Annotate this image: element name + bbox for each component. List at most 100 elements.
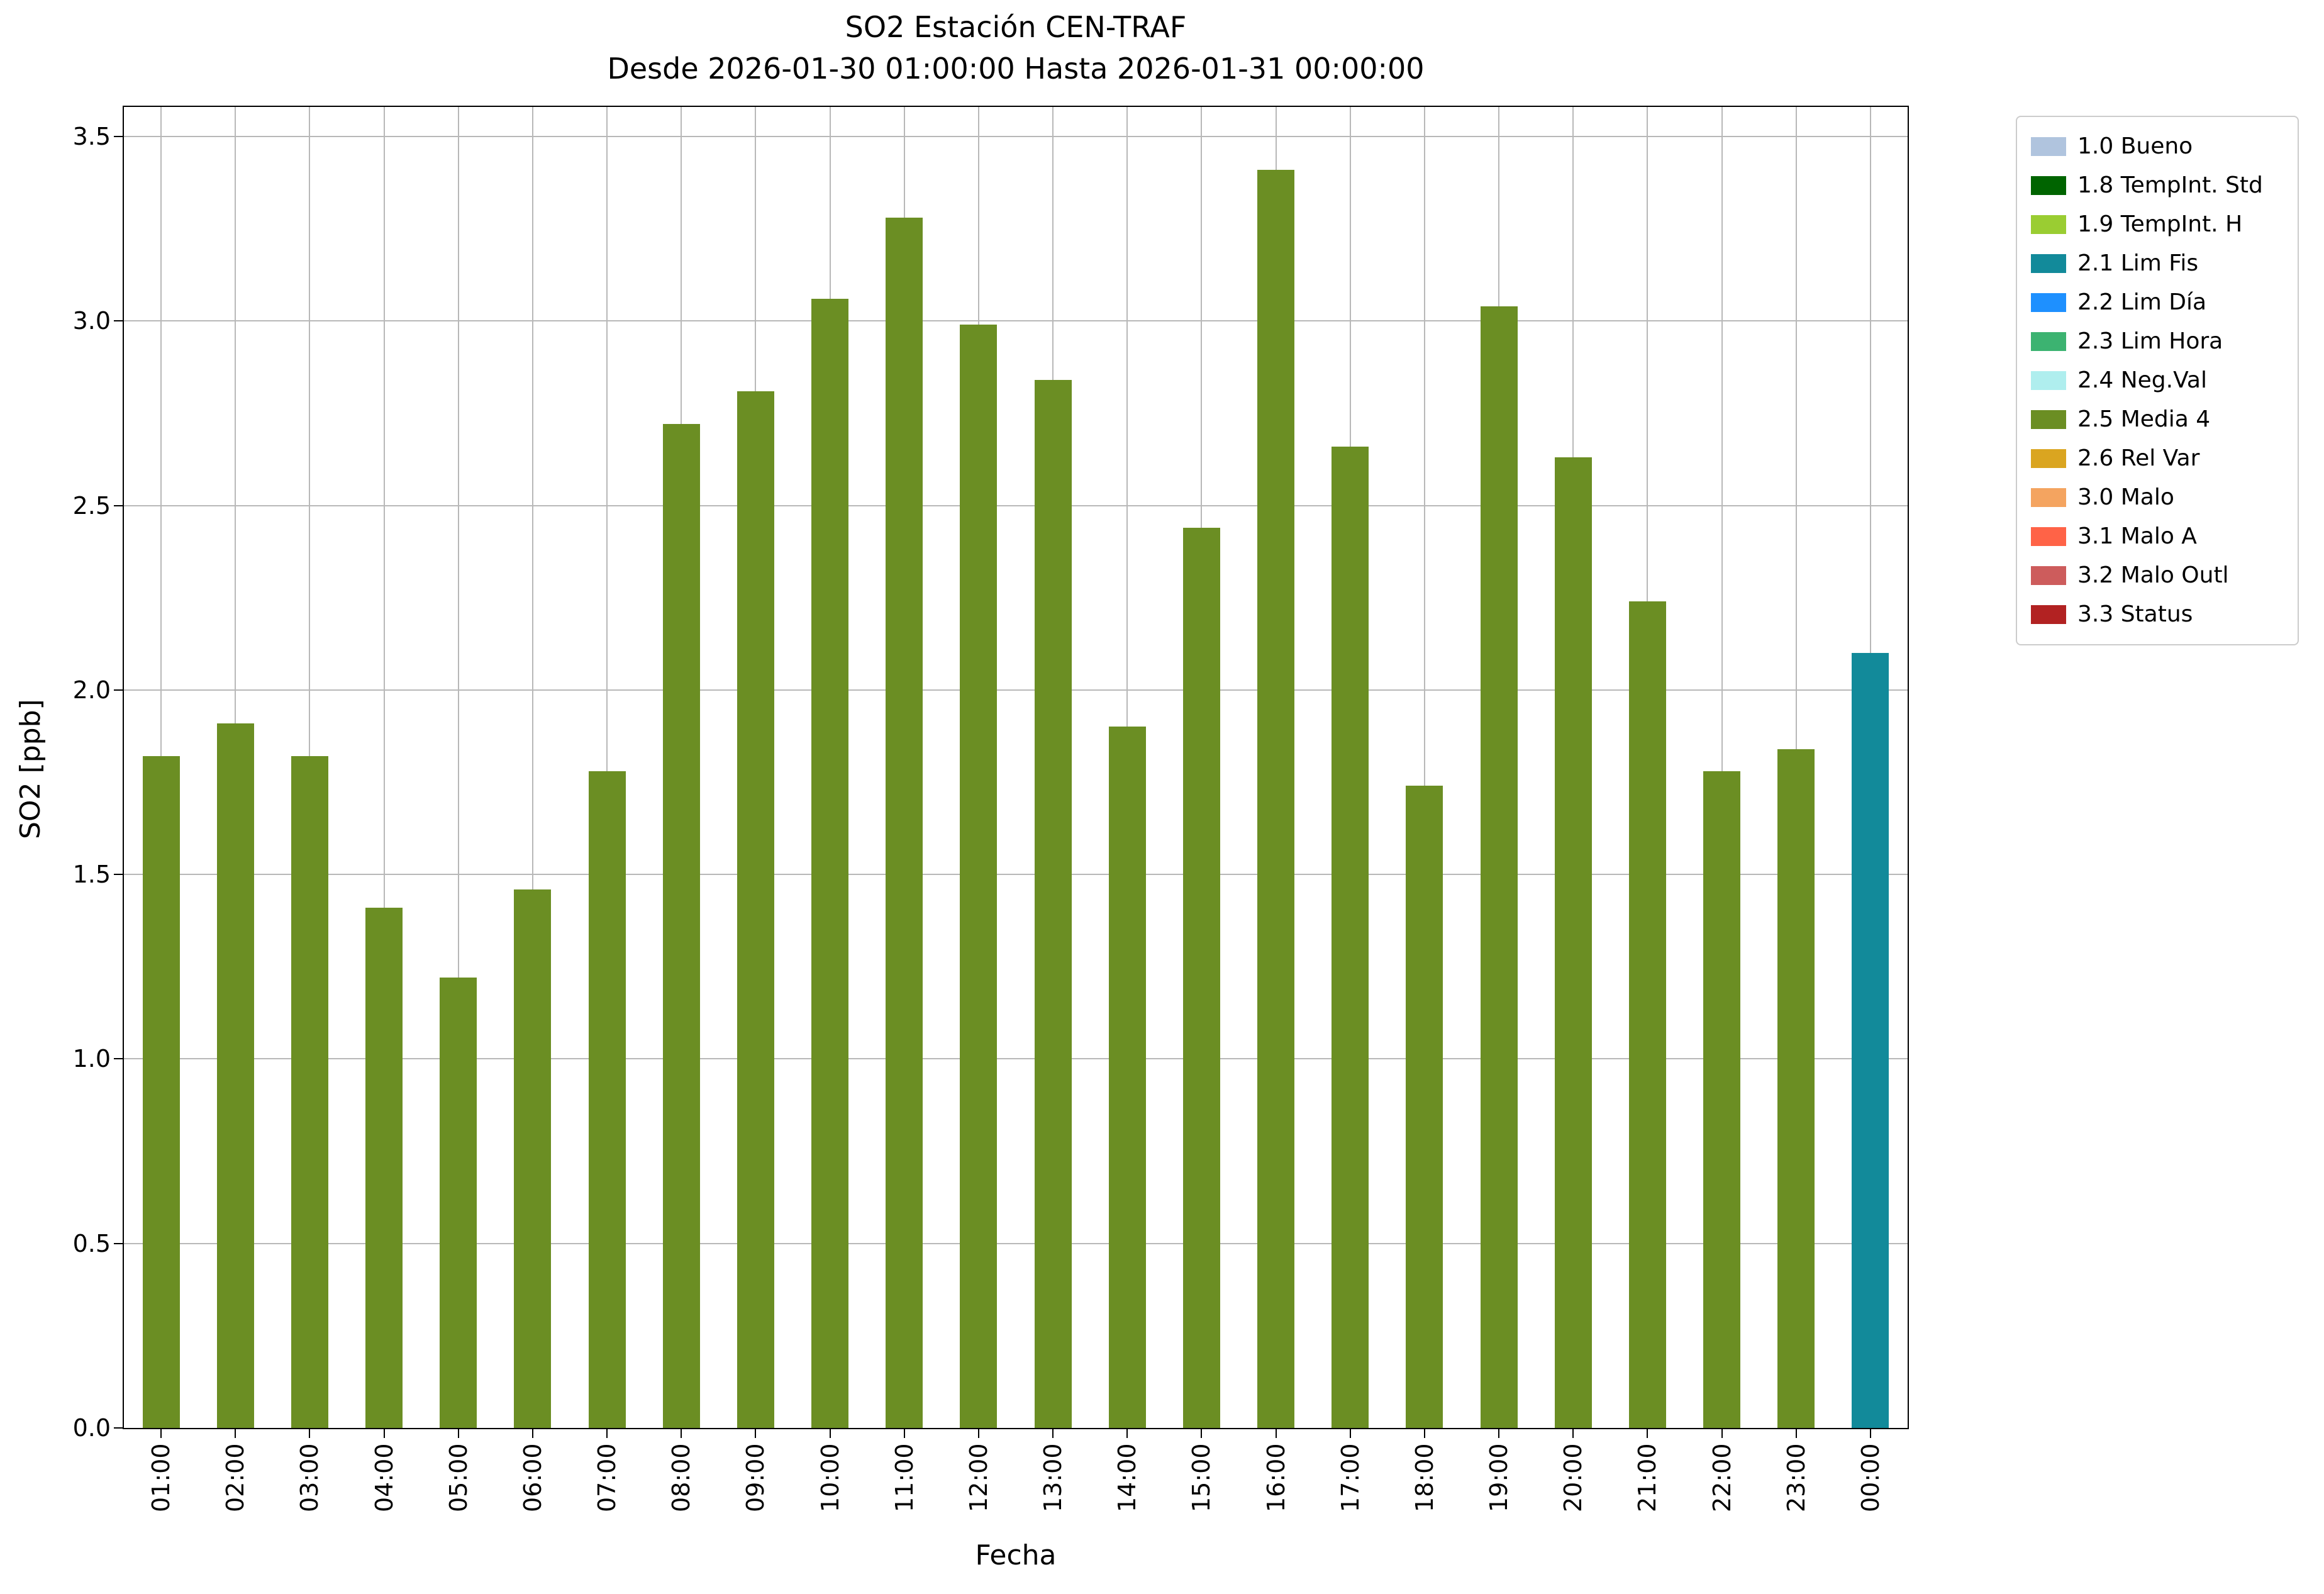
legend-item: 2.1 Lim Fis — [2017, 244, 2298, 283]
bar — [142, 756, 180, 1428]
legend-item: 2.4 Neg.Val — [2017, 361, 2298, 400]
horizontal-gridline — [124, 689, 1908, 691]
y-tick-mark — [114, 1058, 123, 1060]
legend-label: 2.6 Rel Var — [2077, 445, 2200, 471]
legend-item: 2.3 Lim Hora — [2017, 322, 2298, 361]
legend-label: 2.1 Lim Fis — [2077, 250, 2199, 276]
legend-label: 3.1 Malo A — [2077, 523, 2197, 549]
y-tick-mark — [114, 689, 123, 691]
bar — [1332, 446, 1369, 1428]
x-tick-label: 21:00 — [1633, 1443, 1662, 1512]
y-tick-mark — [114, 320, 123, 322]
x-tick-label: 23:00 — [1782, 1443, 1810, 1512]
x-tick-label: 13:00 — [1039, 1443, 1067, 1512]
legend-item: 1.8 TempInt. Std — [2017, 166, 2298, 205]
legend-swatch — [2031, 605, 2066, 624]
legend-item: 2.5 Media 4 — [2017, 400, 2298, 439]
legend-label: 2.2 Lim Día — [2077, 289, 2207, 315]
x-tick-label: 11:00 — [890, 1443, 918, 1512]
bar — [1406, 786, 1443, 1428]
bar — [662, 424, 700, 1428]
y-tick-mark — [114, 135, 123, 137]
x-tick-mark — [1423, 1429, 1425, 1438]
x-tick-label: 18:00 — [1410, 1443, 1438, 1512]
bar — [737, 391, 774, 1428]
x-tick-mark — [1721, 1429, 1723, 1438]
vertical-gridline — [457, 107, 459, 1428]
x-tick-mark — [1349, 1429, 1351, 1438]
x-tick-label: 22:00 — [1708, 1443, 1736, 1512]
x-tick-label: 16:00 — [1262, 1443, 1290, 1512]
legend-label: 1.9 TempInt. H — [2077, 211, 2243, 237]
legend-label: 1.8 TempInt. Std — [2077, 172, 2263, 198]
x-tick-mark — [531, 1429, 533, 1438]
x-tick-mark — [977, 1429, 979, 1438]
x-tick-mark — [457, 1429, 459, 1438]
x-tick-mark — [681, 1429, 682, 1438]
x-tick-label: 05:00 — [444, 1443, 472, 1512]
y-tick-label: 1.5 — [72, 861, 111, 889]
title-block: SO2 Estación CEN-TRAF Desde 2026-01-30 0… — [123, 6, 1909, 89]
bar — [1257, 169, 1295, 1428]
y-tick-mark — [114, 504, 123, 506]
horizontal-gridline — [124, 1058, 1908, 1060]
legend-swatch — [2031, 488, 2066, 507]
bar — [1777, 749, 1815, 1428]
vertical-gridline — [383, 107, 385, 1428]
x-tick-label: 10:00 — [816, 1443, 844, 1512]
chart-subtitle: Desde 2026-01-30 01:00:00 Hasta 2026-01-… — [607, 52, 1425, 86]
bar — [886, 217, 923, 1428]
legend-label: 1.0 Bueno — [2077, 133, 2193, 159]
x-tick-mark — [606, 1429, 608, 1438]
horizontal-gridline — [124, 874, 1908, 876]
bar — [1480, 306, 1518, 1428]
bar — [514, 889, 552, 1428]
legend-swatch — [2031, 293, 2066, 312]
bar — [365, 907, 403, 1428]
x-tick-mark — [1201, 1429, 1203, 1438]
y-tick-label: 0.5 — [72, 1229, 111, 1257]
legend-swatch — [2031, 449, 2066, 468]
legend-item: 3.0 Malo — [2017, 478, 2298, 517]
x-tick-label: 17:00 — [1336, 1443, 1364, 1512]
bar — [440, 978, 477, 1428]
legend-swatch — [2031, 566, 2066, 585]
y-tick-label: 2.0 — [72, 676, 111, 704]
legend-swatch — [2031, 137, 2066, 156]
x-tick-mark — [160, 1429, 162, 1438]
x-tick-mark — [1498, 1429, 1500, 1438]
legend-item: 3.1 Malo A — [2017, 517, 2298, 556]
legend-swatch — [2031, 371, 2066, 390]
y-tick-label: 0.0 — [72, 1414, 111, 1442]
plot-area — [123, 106, 1909, 1429]
y-tick-mark — [114, 874, 123, 876]
legend-swatch — [2031, 332, 2066, 351]
x-tick-mark — [903, 1429, 905, 1438]
chart-title: SO2 Estación CEN-TRAF — [845, 10, 1187, 44]
vertical-gridline — [1721, 107, 1723, 1428]
x-tick-mark — [1572, 1429, 1574, 1438]
vertical-gridline — [606, 107, 608, 1428]
bar — [1554, 457, 1592, 1428]
x-tick-mark — [829, 1429, 831, 1438]
bar — [1852, 653, 1889, 1428]
y-tick-label: 2.5 — [72, 491, 111, 520]
bar — [960, 325, 998, 1428]
legend-label: 3.0 Malo — [2077, 484, 2174, 510]
y-tick-mark — [114, 1242, 123, 1244]
legend-label: 2.4 Neg.Val — [2077, 367, 2207, 393]
x-tick-mark — [383, 1429, 385, 1438]
x-tick-label: 20:00 — [1559, 1443, 1587, 1512]
bar — [1108, 727, 1146, 1428]
legend-label: 2.5 Media 4 — [2077, 406, 2211, 432]
bar — [588, 771, 626, 1428]
horizontal-gridline — [124, 135, 1908, 137]
x-tick-label: 04:00 — [370, 1443, 398, 1512]
legend-label: 2.3 Lim Hora — [2077, 328, 2223, 354]
bar — [1182, 527, 1220, 1428]
legend-item: 1.0 Bueno — [2017, 127, 2298, 166]
x-tick-label: 03:00 — [296, 1443, 324, 1512]
legend-swatch — [2031, 410, 2066, 429]
vertical-gridline — [531, 107, 533, 1428]
